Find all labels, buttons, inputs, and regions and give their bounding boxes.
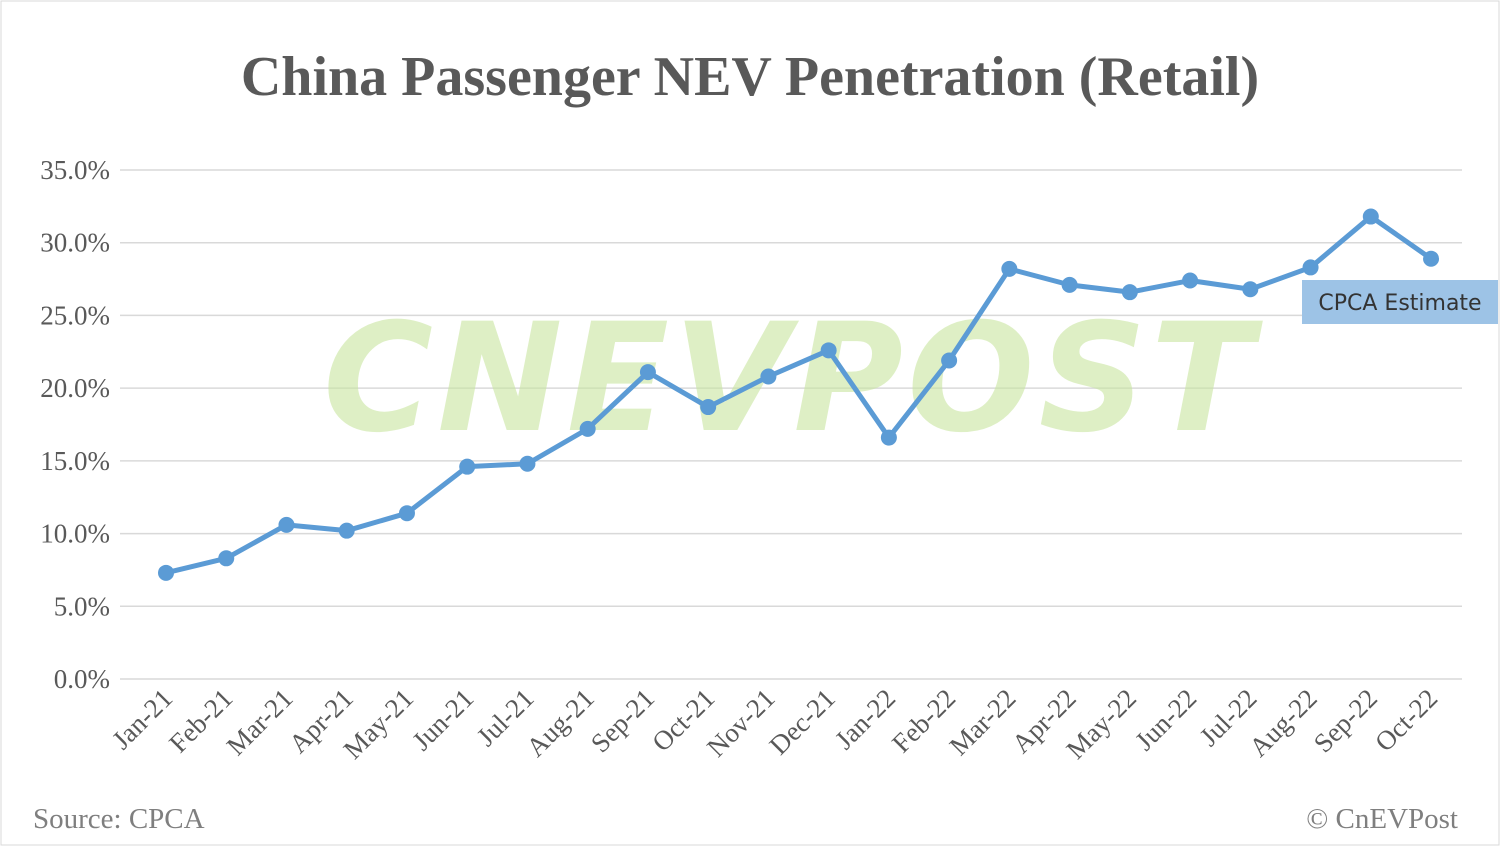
source-note: Source: CPCA bbox=[33, 803, 205, 835]
data-point bbox=[519, 455, 536, 472]
x-tick-label: Sep-22 bbox=[1308, 683, 1383, 758]
data-point bbox=[1362, 208, 1379, 225]
data-point bbox=[1302, 259, 1319, 276]
data-point bbox=[278, 516, 295, 533]
data-point bbox=[579, 420, 596, 437]
data-point bbox=[760, 368, 777, 385]
data-point bbox=[820, 342, 837, 359]
data-point bbox=[218, 550, 235, 567]
data-point bbox=[1242, 281, 1259, 298]
chart-title: China Passenger NEV Penetration (Retail) bbox=[241, 46, 1259, 108]
x-tick-label: Sep-21 bbox=[585, 683, 660, 758]
x-tick-label: Jan-21 bbox=[106, 683, 178, 755]
watermark: CNEVPOST bbox=[323, 292, 1264, 466]
data-point bbox=[700, 399, 717, 416]
y-tick-label: 30.0% bbox=[40, 228, 110, 258]
y-tick-label: 35.0% bbox=[40, 155, 110, 185]
data-point bbox=[941, 352, 958, 369]
x-tick-label: Mar-22 bbox=[944, 683, 1022, 761]
data-point bbox=[1121, 284, 1138, 301]
x-tick-label: Aug-22 bbox=[1243, 683, 1323, 763]
x-tick-label: Jan-22 bbox=[829, 683, 901, 755]
x-tick-label: Jun-21 bbox=[406, 683, 479, 756]
credit-note: © CnEVPost bbox=[1306, 803, 1458, 835]
data-point bbox=[1182, 272, 1199, 289]
data-point bbox=[1061, 276, 1078, 293]
x-tick-label: Oct-22 bbox=[1369, 683, 1443, 757]
y-tick-label: 20.0% bbox=[40, 373, 110, 403]
y-tick-label: 10.0% bbox=[40, 519, 110, 549]
data-point bbox=[639, 364, 656, 381]
data-point bbox=[1423, 250, 1440, 267]
data-point bbox=[338, 522, 355, 539]
annotation-box bbox=[1302, 280, 1498, 324]
x-tick-label: Dec-21 bbox=[763, 683, 840, 760]
data-point bbox=[880, 429, 897, 446]
data-point bbox=[1001, 260, 1018, 277]
y-tick-label: 0.0% bbox=[54, 664, 110, 694]
x-tick-label: Aug-21 bbox=[520, 683, 600, 763]
y-tick-label: 25.0% bbox=[40, 300, 110, 330]
x-tick-label: Mar-21 bbox=[221, 683, 299, 761]
data-point bbox=[459, 458, 476, 475]
series-line bbox=[165, 214, 1433, 576]
x-tick-label: Nov-21 bbox=[701, 683, 781, 763]
y-tick-label: 15.0% bbox=[40, 446, 110, 476]
y-tick-label: 5.0% bbox=[54, 591, 110, 621]
annotation-cpca-estimate: CPCA Estimate bbox=[1318, 291, 1481, 316]
data-point bbox=[158, 564, 174, 581]
data-point bbox=[398, 505, 415, 522]
x-tick-label: Jun-22 bbox=[1129, 683, 1202, 756]
